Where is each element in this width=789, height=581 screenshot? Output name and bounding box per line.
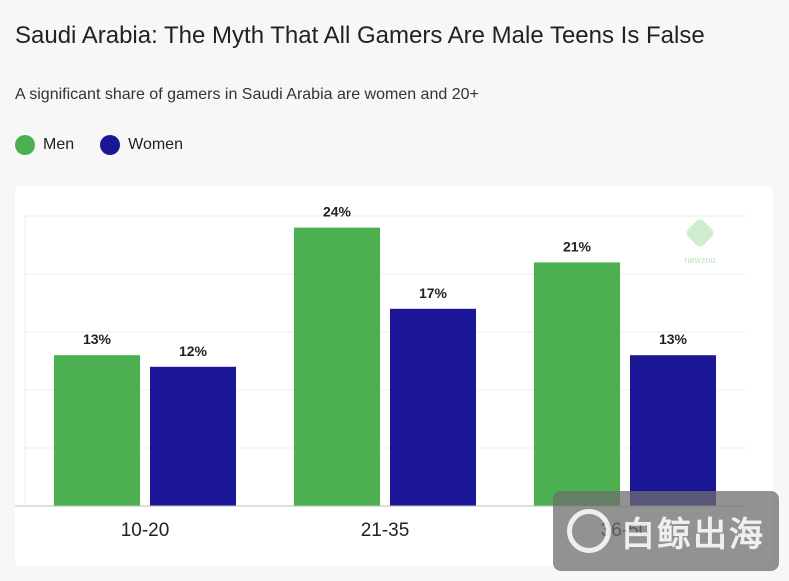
x-tick-label: 10-20 [121, 520, 170, 541]
data-label: 24% [323, 204, 352, 220]
legend-label-men: Men [43, 136, 75, 153]
newzoo-logo-text: newzoo [684, 255, 715, 265]
bar-men-21-35 [294, 227, 380, 506]
bar-women-21-35 [390, 308, 476, 506]
data-label: 17% [419, 285, 448, 301]
watermark-logo-icon [567, 509, 611, 553]
data-label: 13% [659, 331, 688, 347]
legend-label-women: Women [128, 136, 183, 153]
bar-women-36-50 [630, 355, 716, 506]
legend: Men Women [15, 135, 209, 155]
bar-men-36-50 [534, 262, 620, 506]
legend-swatch-men [15, 135, 35, 155]
watermark-text: 白鲸出海 [621, 515, 765, 554]
data-label: 21% [563, 238, 592, 254]
newzoo-logo-icon [686, 219, 714, 247]
bar-women-10-20 [150, 366, 236, 506]
data-label: 12% [179, 343, 208, 359]
legend-item-women: Women [100, 135, 183, 155]
x-tick-label: 21-35 [361, 520, 410, 541]
chart-subtitle: A significant share of gamers in Saudi A… [15, 86, 479, 103]
watermark: 白鲸出海 [553, 491, 779, 571]
legend-item-men: Men [15, 135, 74, 155]
chart-title: Saudi Arabia: The Myth That All Gamers A… [15, 22, 705, 49]
data-label: 13% [83, 331, 112, 347]
bar-men-10-20 [54, 355, 140, 506]
newzoo-logo-shape [686, 219, 714, 247]
legend-swatch-women [100, 135, 121, 155]
